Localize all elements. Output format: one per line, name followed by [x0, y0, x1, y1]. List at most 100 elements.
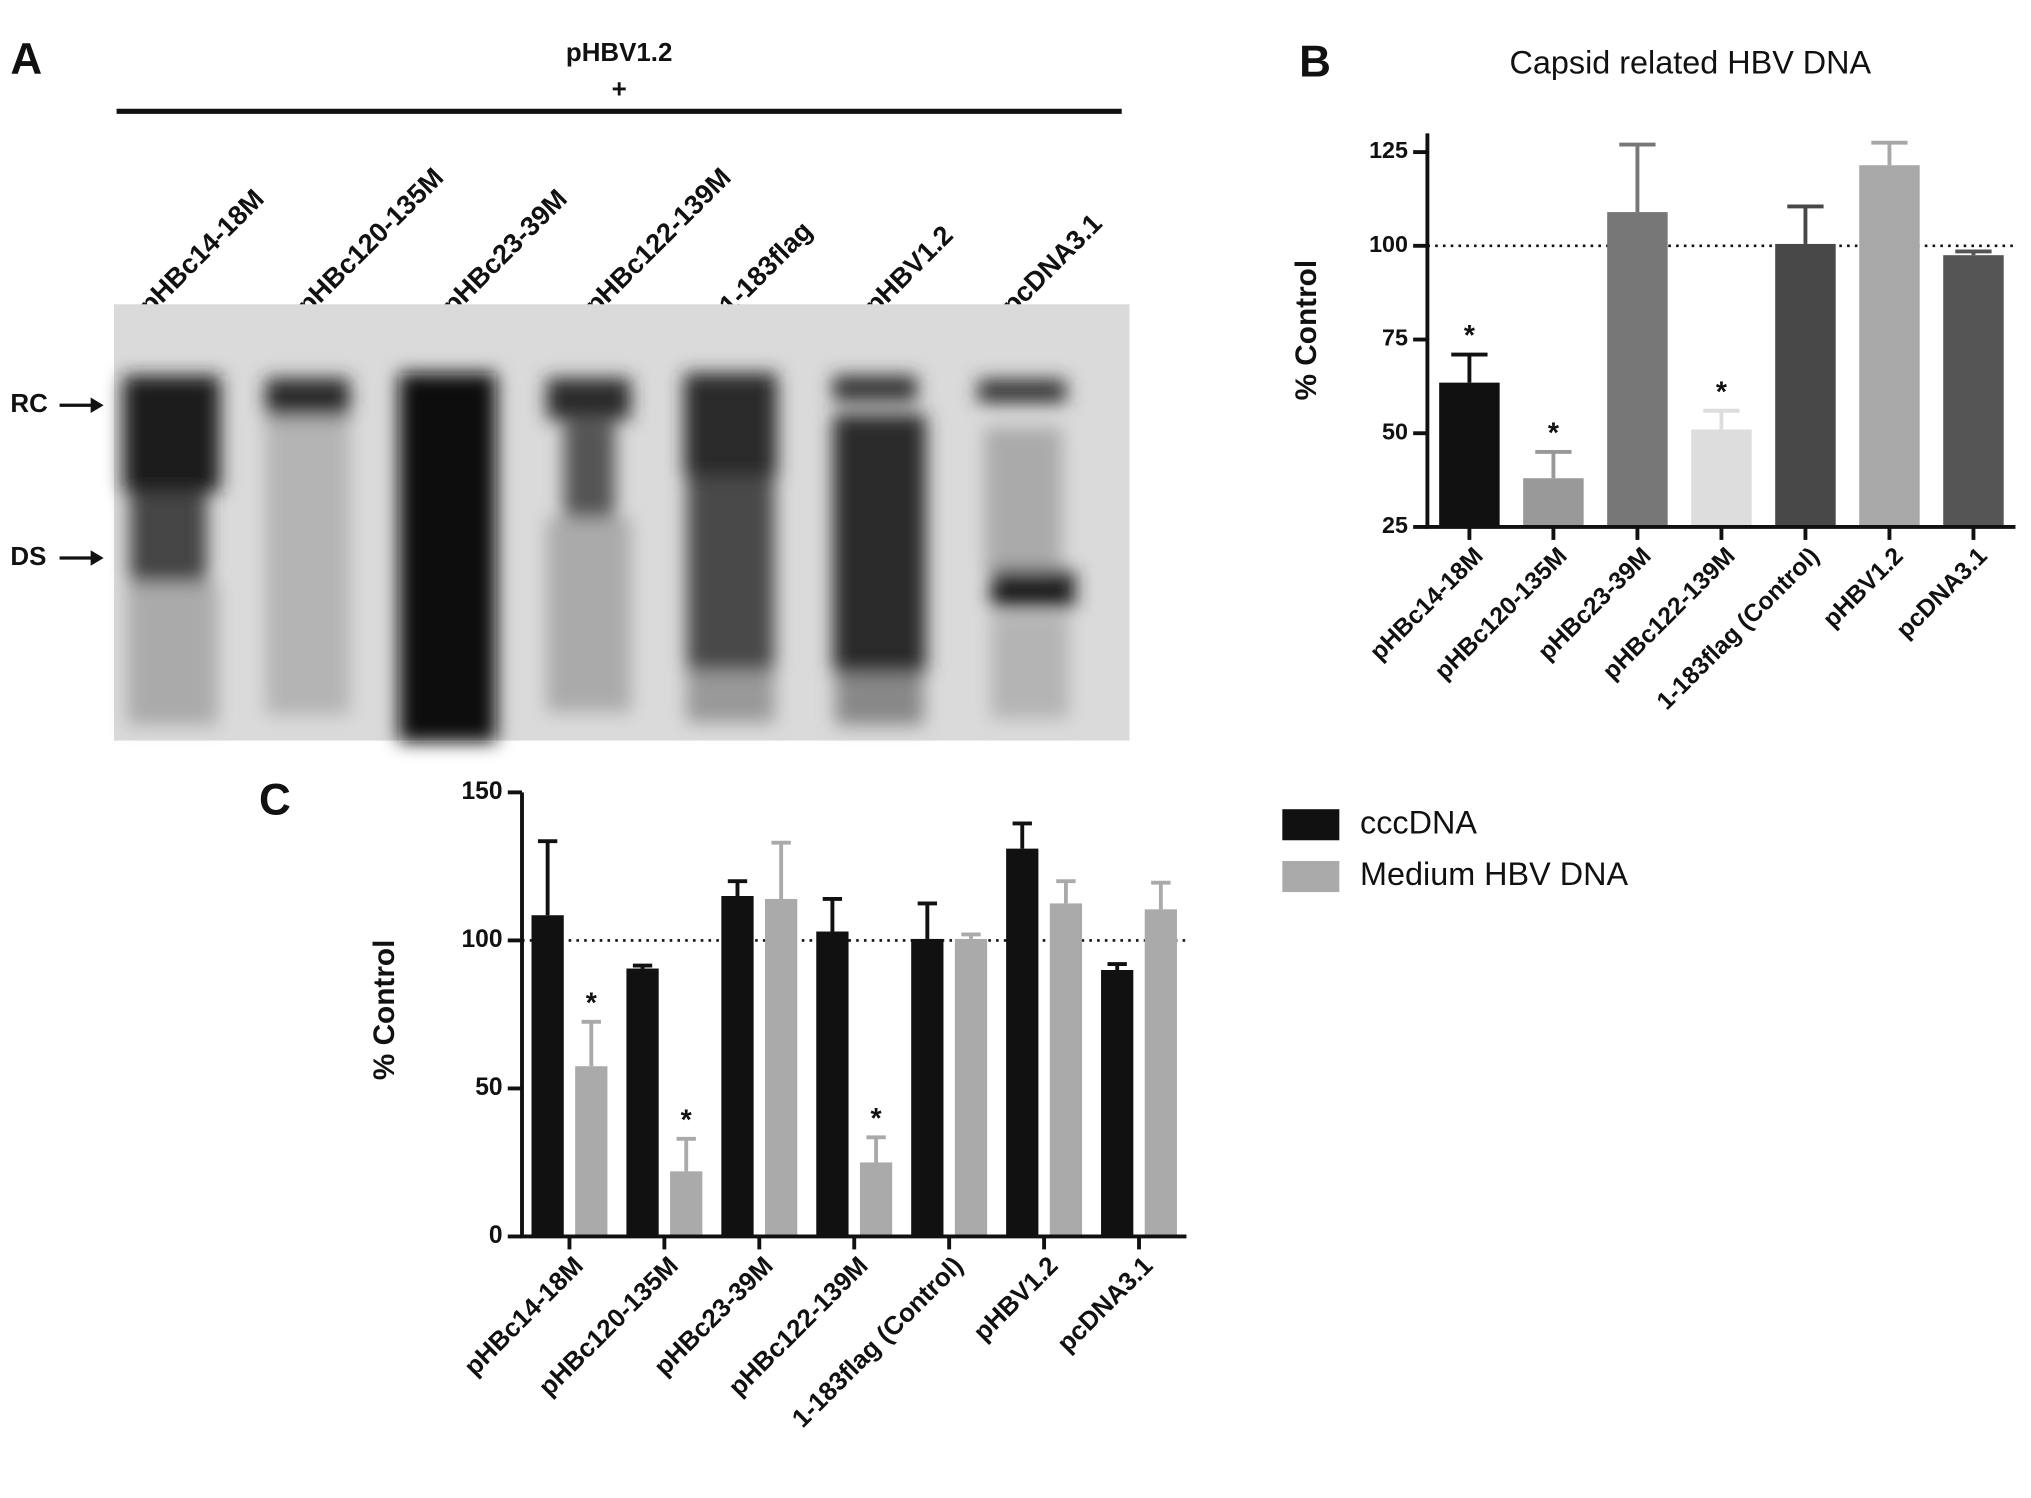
y-tick-label: 125 [1369, 137, 1408, 163]
x-tick-label: pcDNA3.1 [1891, 543, 1992, 644]
y-axis-label: % Control [368, 940, 401, 1081]
bar [1144, 909, 1177, 1237]
band [126, 582, 218, 726]
legend-swatch [1282, 860, 1340, 893]
error-bar [1151, 880, 1171, 910]
bar [531, 915, 564, 1237]
y-tick-label: 0 [489, 1222, 503, 1249]
band [686, 476, 775, 671]
y-tick-label: 150 [462, 778, 503, 805]
lane-label: pHBc23-39M [436, 183, 573, 320]
band [265, 416, 350, 715]
y-axis-label: % Control [1290, 260, 1323, 401]
bar [670, 1171, 703, 1237]
bar [1439, 382, 1500, 527]
gel-bands [123, 372, 1076, 742]
significance-marker: * [1716, 376, 1728, 408]
marker-label: RC [10, 390, 47, 418]
y-tick-label: 100 [462, 926, 503, 953]
bar [721, 895, 754, 1237]
significance-marker: * [681, 1104, 693, 1136]
band [123, 375, 221, 492]
panel-label: B [1299, 37, 1331, 86]
error-bar [1056, 879, 1076, 904]
y-tick-label: 100 [1369, 231, 1408, 257]
gel-header-sub: + [612, 75, 627, 103]
error-bar [1012, 821, 1032, 849]
legend-swatch [1282, 809, 1340, 841]
lane-label: pcDNA3.1 [995, 207, 1108, 320]
bar [816, 931, 849, 1237]
bar [575, 1066, 608, 1237]
error-bar [1451, 352, 1488, 383]
error-bar [676, 1136, 696, 1172]
error-bar [866, 1135, 886, 1163]
error-bar [581, 1019, 601, 1067]
y-tick-label: 50 [1382, 418, 1408, 444]
band [832, 375, 918, 402]
band [563, 420, 616, 525]
bar [1101, 970, 1134, 1237]
y-tick-label: 50 [475, 1074, 502, 1101]
error-bar [632, 963, 653, 969]
chart-title: Capsid related HBV DNA [1510, 44, 1872, 80]
significance-marker: * [871, 1103, 883, 1135]
band [129, 491, 208, 583]
arrow-head [90, 397, 104, 414]
panel-label: A [10, 35, 42, 84]
bar [1943, 255, 2004, 527]
marker-label: DS [10, 543, 46, 571]
bar [1607, 212, 1668, 527]
x-tick-label: pHBV1.2 [968, 1252, 1063, 1347]
y-tick-label: 25 [1382, 512, 1408, 538]
bar [1049, 903, 1083, 1237]
x-tick-label: 1-183flag (Control) [787, 1252, 969, 1433]
gel-header: pHBV1.2 [566, 39, 673, 67]
bar [765, 898, 798, 1237]
error-bar [1871, 140, 1908, 166]
band [546, 517, 631, 713]
band [686, 670, 775, 723]
error-bar [1619, 142, 1656, 213]
error-bar [1535, 450, 1572, 479]
error-bar [771, 840, 791, 899]
legend-label: Medium HBV DNA [1360, 856, 1628, 892]
x-tick-label: 1-183flag (Control) [1652, 543, 1825, 716]
lane-label: pHBc120-135M [290, 161, 449, 320]
bar [911, 938, 944, 1237]
error-bar [917, 901, 938, 939]
error-bar [961, 932, 981, 939]
band [977, 379, 1067, 403]
band [683, 372, 778, 477]
significance-marker: * [1548, 418, 1560, 450]
error-bar [1107, 962, 1127, 971]
band [546, 378, 631, 420]
band [265, 378, 350, 417]
significance-marker: * [1464, 320, 1476, 352]
error-bar [1787, 204, 1824, 244]
significance-marker: * [586, 988, 598, 1020]
bar [1775, 243, 1836, 527]
bar [859, 1162, 893, 1237]
bar [1523, 478, 1584, 527]
legend-label: cccDNA [1360, 804, 1477, 840]
bar [626, 968, 659, 1237]
band [832, 414, 927, 674]
band [990, 614, 1069, 719]
y-tick-label: 75 [1382, 325, 1408, 351]
error-bar [537, 839, 558, 916]
x-tick-label: pcDNA3.1 [1052, 1252, 1158, 1358]
bar [954, 938, 988, 1237]
error-bar [1955, 249, 1992, 256]
band [835, 673, 924, 726]
bar [1006, 848, 1039, 1237]
arrow-head [90, 550, 104, 566]
bar [1691, 429, 1752, 527]
band [398, 372, 497, 742]
panel-label: C [259, 775, 291, 824]
error-bar [727, 879, 748, 896]
band [990, 569, 1076, 609]
